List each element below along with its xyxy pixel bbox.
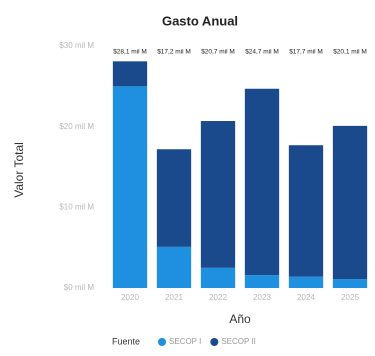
legend-label: SECOP I <box>169 337 201 346</box>
total-label: $17,7 mil M <box>289 49 323 56</box>
y-tick-label: $0 mil M <box>64 283 95 292</box>
y-tick-label: $30 mil M <box>59 41 94 50</box>
bar-segment <box>288 276 324 288</box>
total-label: $17,2 mil M <box>157 49 191 56</box>
bar-segment <box>156 149 192 247</box>
total-label: $20,7 mil M <box>201 49 235 56</box>
legend-swatch <box>210 338 219 346</box>
bar-segment <box>244 275 280 288</box>
x-tick-label: 2022 <box>209 293 227 302</box>
chart-title: Gasto Anual <box>162 13 238 28</box>
bar-segment <box>156 246 192 288</box>
total-label: $20,1 mil M <box>333 49 367 56</box>
x-tick-label: 2025 <box>341 293 359 302</box>
y-axis-label: Valor Total <box>12 142 26 198</box>
x-tick-label: 2024 <box>297 293 315 302</box>
bar-segment <box>112 86 148 288</box>
legend-swatch <box>158 338 166 346</box>
bar-segment <box>332 125 368 280</box>
bar-segment <box>244 88 280 276</box>
x-tick-label: 2021 <box>165 293 183 302</box>
bar-segment <box>200 267 236 288</box>
x-axis-label: Año <box>229 312 251 326</box>
x-tick-label: 2020 <box>121 293 139 302</box>
total-label: $24,7 mil M <box>245 49 279 56</box>
y-tick-label: $10 mil M <box>59 202 94 211</box>
legend-title: Fuente <box>112 336 140 346</box>
bar-segment <box>332 279 368 288</box>
x-tick-label: 2023 <box>253 293 271 302</box>
legend-label: SECOP II <box>221 337 256 346</box>
bar-segment <box>288 145 324 277</box>
bar-segment <box>112 61 148 87</box>
bar-segment <box>200 121 236 268</box>
total-label: $28,1 mil M <box>113 49 147 56</box>
y-tick-label: $20 mil M <box>59 122 94 131</box>
